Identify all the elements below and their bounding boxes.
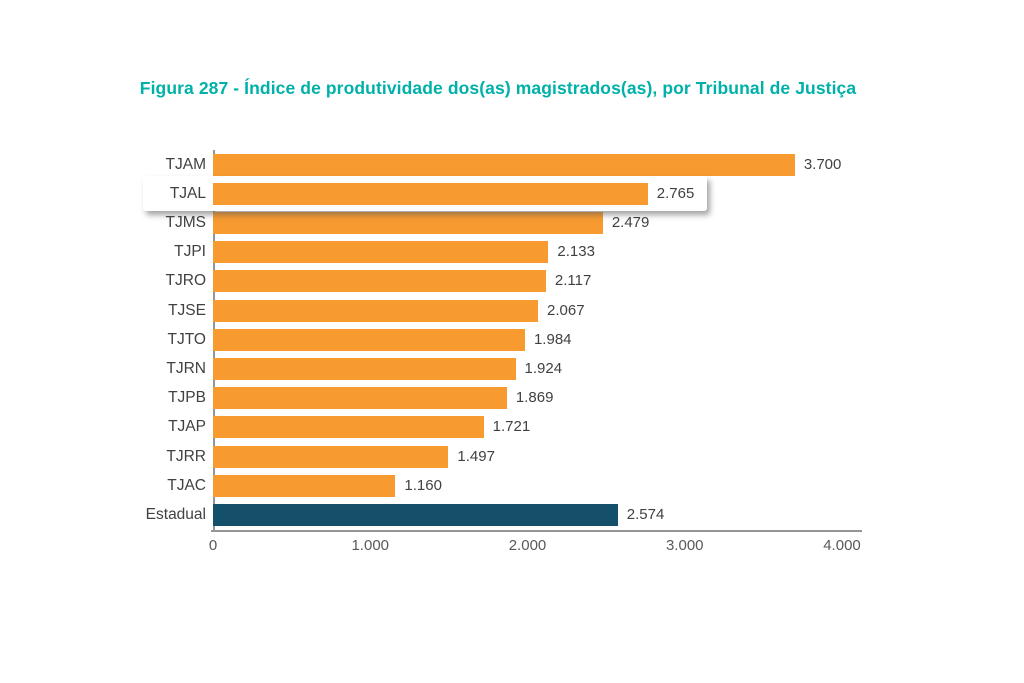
bar-tjpb: [213, 387, 507, 410]
value-label-tjpb: 1.869: [515, 389, 554, 407]
value-label-tjrr: 1.497: [457, 447, 495, 465]
category-label-tjms: TJMS: [165, 214, 206, 231]
bar-tjse: [213, 299, 539, 322]
figure-title: Figura 287 - Índice de produtividade dos…: [139, 78, 857, 98]
bar-tjal: [213, 182, 648, 205]
bar-tjam: [213, 153, 795, 176]
bar-tjto: [213, 328, 525, 351]
bar-tjap: [213, 416, 484, 439]
value-label-estadual: 2.574: [626, 506, 665, 523]
x-tick-label-0: 0: [208, 536, 218, 554]
bar-estadual: [213, 504, 618, 526]
category-label-tjro: TJRO: [165, 272, 206, 290]
x-tick-label-2000: 2.000: [508, 536, 547, 554]
bar-tjrn: [213, 358, 516, 380]
category-label-tjrn: TJRN: [166, 360, 206, 377]
category-label-tjac: TJAC: [167, 476, 206, 494]
category-label-tjam: TJAM: [165, 155, 206, 173]
value-label-tjto: 1.984: [533, 330, 572, 348]
category-label-tjap: TJAP: [168, 418, 206, 436]
value-label-tjam: 3.700: [803, 155, 842, 173]
bar-tjpi: [213, 241, 549, 264]
bar-tjrr: [213, 445, 449, 468]
category-label-tjpi: TJPI: [174, 243, 206, 261]
category-label-tjpb: TJPB: [168, 389, 206, 407]
value-label-tjal: 2.765: [656, 184, 695, 202]
value-label-tjap: 1.721: [492, 418, 531, 436]
category-label-tjrr: TJRR: [166, 447, 206, 465]
category-label-tjto: TJTO: [167, 330, 206, 348]
x-tick-label-3000: 3.000: [665, 536, 704, 554]
value-label-tjms: 2.479: [611, 214, 650, 231]
category-label-tjal: TJAL: [169, 184, 206, 202]
value-label-tjpi: 2.133: [557, 243, 595, 261]
value-label-tjac: 1.160: [404, 476, 442, 494]
bar-tjro: [213, 270, 546, 293]
x-axis-line: [211, 529, 862, 532]
value-label-tjro: 2.117: [554, 272, 592, 290]
bar-tjms: [213, 212, 603, 234]
x-tick-label-1000: 1.000: [351, 536, 390, 554]
value-label-tjse: 2.067: [547, 301, 585, 319]
category-label-tjse: TJSE: [168, 301, 206, 319]
x-tick-label-4000: 4.000: [823, 536, 861, 554]
bar-tjac: [213, 474, 396, 497]
category-label-estadual: Estadual: [145, 506, 206, 523]
value-label-tjrn: 1.924: [524, 360, 563, 377]
